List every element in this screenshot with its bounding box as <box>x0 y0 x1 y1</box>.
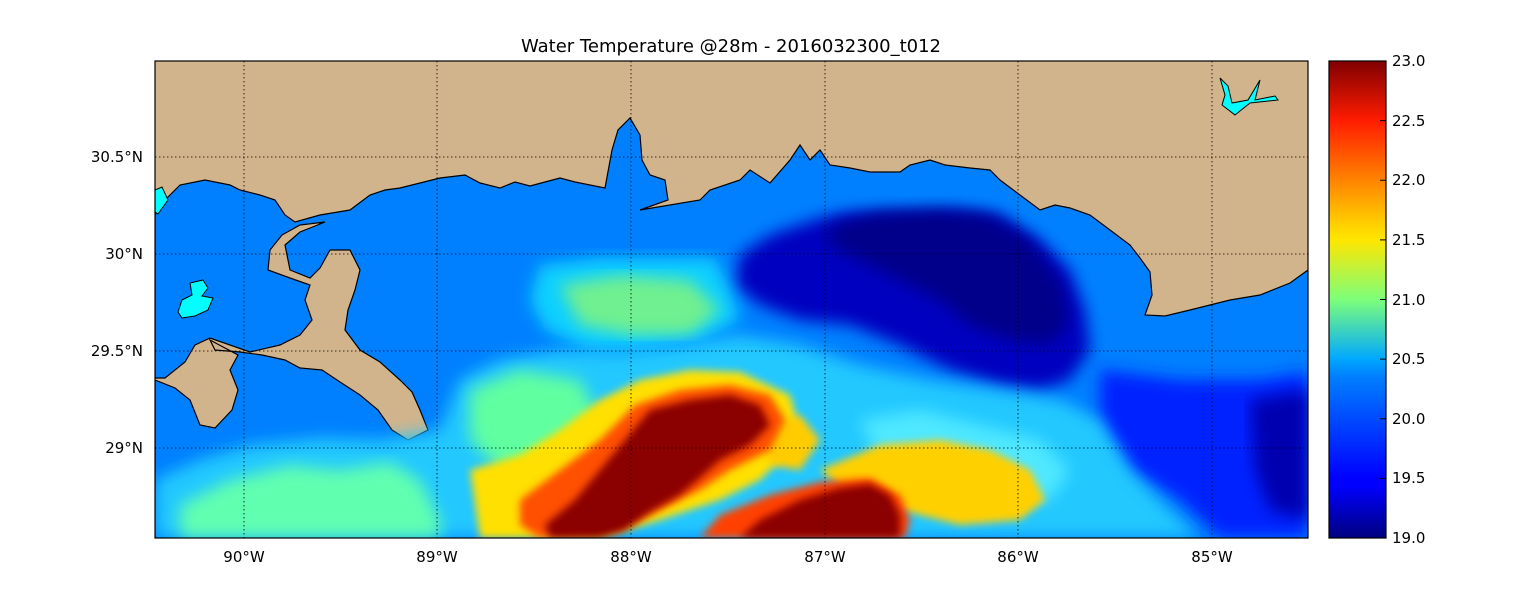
lake-west <box>155 186 169 215</box>
lake-northeast <box>1219 77 1279 116</box>
lat-tick-label: 29°N <box>105 439 143 457</box>
lake-pontchartrain <box>177 279 214 319</box>
colorbar-tick-label: 20.0 <box>1392 409 1426 428</box>
delta-land <box>155 221 429 441</box>
colorbar-tick-label: 23.0 <box>1392 52 1426 70</box>
colorbar-tick-label: 19.0 <box>1392 529 1426 547</box>
map-panel <box>154 60 1309 539</box>
lat-tick-label: 29.5°N <box>90 342 143 360</box>
lat-tick-label: 30°N <box>105 245 143 263</box>
lon-tick-label: 90°W <box>223 548 265 566</box>
colorbar <box>1328 60 1387 539</box>
lon-tick-label: 85°W <box>1191 548 1233 566</box>
map-title: Water Temperature @28m - 2016032300_t012 <box>521 36 941 57</box>
colorbar-tick-label: 22.5 <box>1392 111 1426 130</box>
lon-tick-label: 87°W <box>804 548 846 566</box>
grid-lines <box>155 61 1308 538</box>
lon-tick-label: 88°W <box>610 548 652 566</box>
colorbar-tick-label: 21.0 <box>1392 290 1426 309</box>
temperature-field <box>155 210 1308 538</box>
map-frame <box>154 60 1309 539</box>
lat-tick-label: 30.5°N <box>90 148 143 166</box>
colorbar-tick-label: 20.5 <box>1392 350 1426 369</box>
colorbar-tick-label: 21.5 <box>1392 230 1426 249</box>
colorbar-tick-label: 19.5 <box>1392 469 1426 488</box>
lon-tick-label: 86°W <box>997 548 1039 566</box>
colorbar-gradient <box>1328 60 1387 539</box>
lon-tick-label: 89°W <box>416 548 458 566</box>
colorbar-tick-label: 22.0 <box>1392 171 1426 190</box>
